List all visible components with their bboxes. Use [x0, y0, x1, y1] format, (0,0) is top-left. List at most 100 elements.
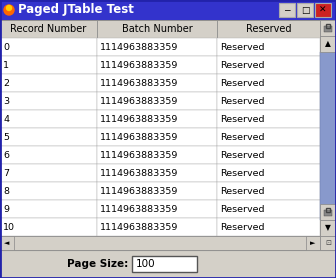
Text: 1114963883359: 1114963883359 — [100, 43, 178, 51]
Bar — [0, 92, 97, 110]
Bar — [0, 20, 320, 236]
Bar — [0, 236, 320, 250]
Bar — [217, 110, 320, 128]
Text: 2: 2 — [3, 78, 9, 88]
Text: 8: 8 — [3, 187, 9, 195]
Bar — [306, 236, 320, 250]
Text: 3: 3 — [3, 96, 9, 105]
Bar — [297, 3, 313, 17]
Circle shape — [4, 5, 14, 15]
Bar — [217, 218, 320, 236]
Text: Reserved: Reserved — [220, 43, 264, 51]
Text: Record Number: Record Number — [10, 24, 87, 34]
Text: ▲: ▲ — [325, 39, 331, 48]
Bar — [326, 208, 330, 212]
Circle shape — [6, 6, 11, 11]
Text: ✕: ✕ — [319, 6, 327, 14]
Bar — [97, 182, 217, 200]
Text: Reserved: Reserved — [220, 133, 264, 142]
Text: 7: 7 — [3, 168, 9, 177]
Text: Reserved: Reserved — [220, 61, 264, 70]
Text: 100: 100 — [136, 259, 156, 269]
Text: Reserved: Reserved — [246, 24, 291, 34]
Bar — [97, 200, 217, 218]
Bar — [97, 74, 217, 92]
Bar — [217, 38, 320, 56]
Text: Reserved: Reserved — [220, 78, 264, 88]
Bar — [97, 110, 217, 128]
Bar — [320, 52, 336, 220]
Text: Reserved: Reserved — [220, 168, 264, 177]
Text: 1114963883359: 1114963883359 — [100, 187, 178, 195]
Text: ◄: ◄ — [4, 240, 10, 246]
Bar — [0, 128, 97, 146]
Text: 1114963883359: 1114963883359 — [100, 150, 178, 160]
Text: Reserved: Reserved — [220, 150, 264, 160]
Text: □: □ — [301, 6, 309, 14]
Text: 1114963883359: 1114963883359 — [100, 61, 178, 70]
Text: Page Size:: Page Size: — [67, 259, 128, 269]
Bar — [320, 20, 336, 36]
Text: 1114963883359: 1114963883359 — [100, 96, 178, 105]
Bar — [0, 20, 97, 38]
Text: 1114963883359: 1114963883359 — [100, 168, 178, 177]
Text: Paged JTable Test: Paged JTable Test — [18, 4, 134, 16]
Text: Reserved: Reserved — [220, 205, 264, 214]
Text: 1114963883359: 1114963883359 — [100, 205, 178, 214]
Bar — [0, 182, 97, 200]
Bar — [315, 3, 331, 17]
Text: 1114963883359: 1114963883359 — [100, 78, 178, 88]
Text: 10: 10 — [3, 222, 15, 232]
Bar — [97, 92, 217, 110]
Bar — [217, 128, 320, 146]
Bar — [97, 56, 217, 74]
Text: 9: 9 — [3, 205, 9, 214]
Text: 6: 6 — [3, 150, 9, 160]
Text: 1: 1 — [3, 61, 9, 70]
Text: Batch Number: Batch Number — [122, 24, 193, 34]
Bar — [0, 218, 97, 236]
Bar — [0, 164, 97, 182]
Text: 1114963883359: 1114963883359 — [100, 133, 178, 142]
Bar — [217, 182, 320, 200]
Text: 5: 5 — [3, 133, 9, 142]
Bar — [97, 146, 217, 164]
Bar — [0, 38, 97, 56]
Bar — [217, 74, 320, 92]
Bar — [320, 236, 336, 250]
Bar — [217, 164, 320, 182]
Bar — [320, 20, 336, 236]
Bar — [0, 56, 97, 74]
Text: 1114963883359: 1114963883359 — [100, 115, 178, 123]
Text: −: − — [283, 6, 291, 14]
Bar — [97, 20, 217, 38]
Bar — [324, 26, 332, 32]
Text: ▼: ▼ — [325, 224, 331, 232]
Bar — [0, 200, 97, 218]
Bar — [97, 218, 217, 236]
Bar — [0, 110, 97, 128]
Bar — [217, 92, 320, 110]
Bar — [279, 3, 295, 17]
Bar — [320, 204, 336, 220]
Bar — [0, 236, 14, 250]
Text: ►: ► — [310, 240, 316, 246]
Bar — [0, 74, 97, 92]
Text: Reserved: Reserved — [220, 96, 264, 105]
Text: 0: 0 — [3, 43, 9, 51]
Bar — [326, 24, 330, 28]
Bar — [217, 146, 320, 164]
Bar — [97, 38, 217, 56]
Bar — [320, 36, 336, 52]
Text: 4: 4 — [3, 115, 9, 123]
Text: Reserved: Reserved — [220, 115, 264, 123]
Bar — [0, 0, 336, 20]
Bar — [0, 250, 336, 278]
Bar — [97, 164, 217, 182]
Bar — [217, 200, 320, 218]
Bar — [324, 210, 332, 216]
Bar — [0, 146, 97, 164]
Bar — [132, 256, 197, 272]
Text: Reserved: Reserved — [220, 187, 264, 195]
Text: Reserved: Reserved — [220, 222, 264, 232]
